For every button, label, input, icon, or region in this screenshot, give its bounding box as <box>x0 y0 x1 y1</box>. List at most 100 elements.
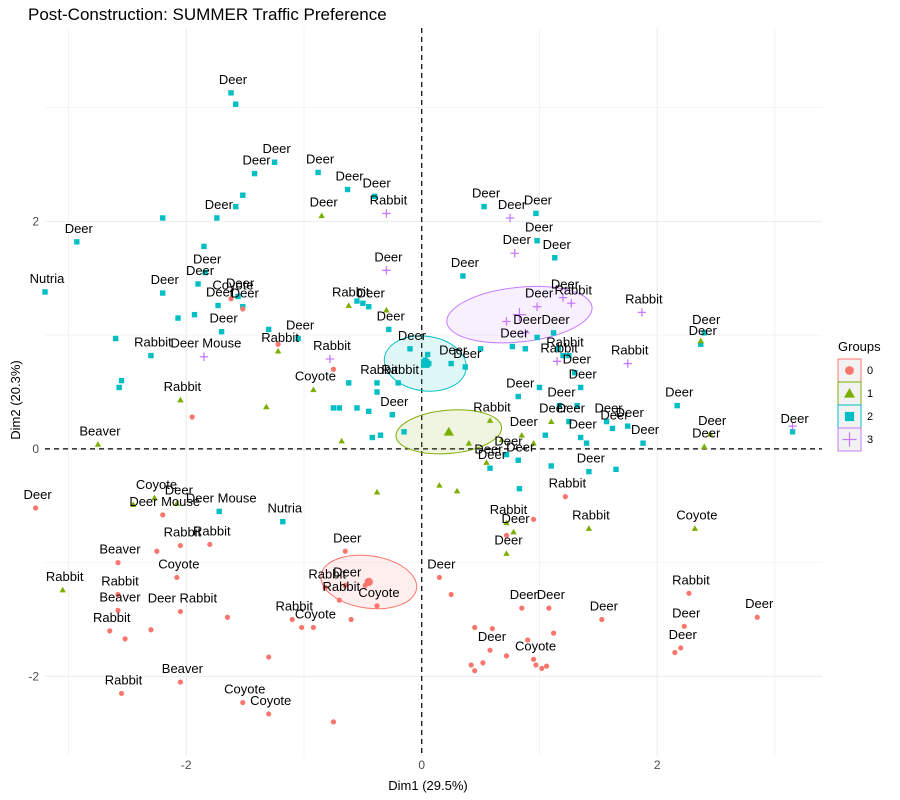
point-label: Deer <box>335 169 364 184</box>
data-point-group-2 <box>560 352 566 359</box>
point-label: Deer <box>377 308 406 323</box>
data-point-group-0 <box>224 614 231 620</box>
data-point-group-0 <box>115 560 121 566</box>
data-point-group-2 <box>374 389 380 395</box>
point-label: Deer <box>478 629 507 644</box>
point-label: Deer Mouse <box>129 494 200 509</box>
data-point-group-3 <box>521 328 530 338</box>
point-label: Deer <box>357 286 386 301</box>
data-point-group-2 <box>251 170 258 177</box>
data-point-group-0 <box>530 656 537 662</box>
group-mean-marker-2 <box>420 359 430 368</box>
point-label: Rabbit <box>105 672 143 687</box>
data-point-group-0 <box>530 516 537 523</box>
data-point-group-2 <box>377 432 384 438</box>
point-label: Coyote <box>676 508 717 523</box>
point-label: Deer <box>333 530 362 545</box>
point-label: Deer <box>537 587 566 602</box>
data-point-group-2 <box>609 425 616 432</box>
data-point-group-3 <box>532 302 542 311</box>
data-point-group-2 <box>175 315 181 321</box>
data-point-group-0 <box>160 512 166 518</box>
point-label: Rabbit <box>381 362 419 377</box>
data-point-group-3 <box>199 352 209 361</box>
point-label: Deer <box>306 151 335 166</box>
point-label: Coyote <box>250 693 291 708</box>
data-point-group-0 <box>754 614 760 620</box>
data-point-group-2 <box>354 298 360 304</box>
point-label: Rabbit <box>164 525 202 540</box>
data-point-group-0 <box>240 306 246 312</box>
point-label: Deer <box>692 312 721 327</box>
data-point-group-0 <box>330 366 337 372</box>
grid-lines <box>45 28 822 756</box>
point-label: Deer <box>594 401 623 416</box>
data-point-group-0 <box>275 341 281 347</box>
data-point-group-2 <box>386 326 392 333</box>
point-label: Nutria <box>267 501 302 516</box>
point-label: Rabbit <box>611 343 649 358</box>
data-point-group-0 <box>177 542 183 549</box>
point-label: Deer <box>380 394 409 409</box>
point-label: Deer <box>451 255 480 270</box>
point-label: Deer <box>780 411 809 426</box>
data-point-group-0 <box>122 636 128 642</box>
point-label: Deer <box>547 385 576 400</box>
point-label: Deer Mouse <box>186 490 257 505</box>
point-label: Deer <box>543 237 572 252</box>
data-point-group-2 <box>366 303 372 310</box>
data-point-group-1 <box>585 525 593 531</box>
data-point-group-1 <box>697 337 704 344</box>
data-point-group-2 <box>462 364 468 370</box>
point-label: Deer <box>525 220 554 235</box>
data-point-group-0 <box>342 582 348 588</box>
x-tick-label: 2 <box>654 758 661 772</box>
point-label: Deer <box>186 263 215 278</box>
data-point-group-0 <box>107 628 113 634</box>
data-point-group-2 <box>371 193 378 200</box>
x-axis-title: Dim1 (29.5%) <box>388 778 467 793</box>
data-point-group-1 <box>498 436 505 443</box>
legend: Groups 0 1 2 3 <box>837 339 881 452</box>
data-point-group-0 <box>348 616 354 623</box>
point-label: Deer <box>472 186 501 201</box>
data-point-group-2 <box>401 429 407 435</box>
data-point-group-0 <box>207 541 213 548</box>
data-point-group-2 <box>201 243 207 250</box>
data-point-group-2 <box>233 203 239 210</box>
data-point-group-2 <box>674 402 680 409</box>
data-point-group-2 <box>698 341 704 347</box>
point-label: Rabbit <box>672 572 710 587</box>
data-point-group-2 <box>583 440 590 446</box>
point-label: Rabbit <box>134 335 172 350</box>
point-label: Rabbit <box>360 362 398 377</box>
data-point-group-2 <box>572 369 578 376</box>
point-label: Deer <box>219 72 248 87</box>
point-label: Coyote <box>136 477 177 492</box>
data-point-group-0 <box>322 585 328 591</box>
point-label: Rabbit <box>490 502 528 517</box>
legend-title: Groups <box>838 339 881 354</box>
data-point-group-1 <box>503 550 510 556</box>
data-point-group-3 <box>510 249 519 258</box>
point-label: Deer <box>209 311 238 326</box>
data-point-group-2 <box>240 192 246 198</box>
data-point-group-0 <box>472 668 478 674</box>
data-point-group-2 <box>509 343 516 350</box>
data-point-group-1 <box>338 437 345 444</box>
y-tick-label: -2 <box>28 669 39 683</box>
point-label: Deer <box>539 401 568 416</box>
point-label: Rabbit <box>193 523 231 538</box>
axis-ticks: -2 0 2 -2 0 2 <box>28 214 661 772</box>
data-point-group-2 <box>487 465 493 471</box>
data-point-group-1 <box>436 482 443 488</box>
point-label: Beaver <box>162 661 204 676</box>
data-point-group-2 <box>460 273 466 279</box>
point-label: Deer <box>525 286 554 301</box>
point-label: Deer <box>510 587 539 602</box>
data-point-group-0 <box>289 616 295 623</box>
data-point-group-2 <box>395 380 401 386</box>
data-point-group-0 <box>266 654 272 660</box>
data-point-group-0 <box>177 679 183 685</box>
point-label: Deer <box>665 385 694 400</box>
